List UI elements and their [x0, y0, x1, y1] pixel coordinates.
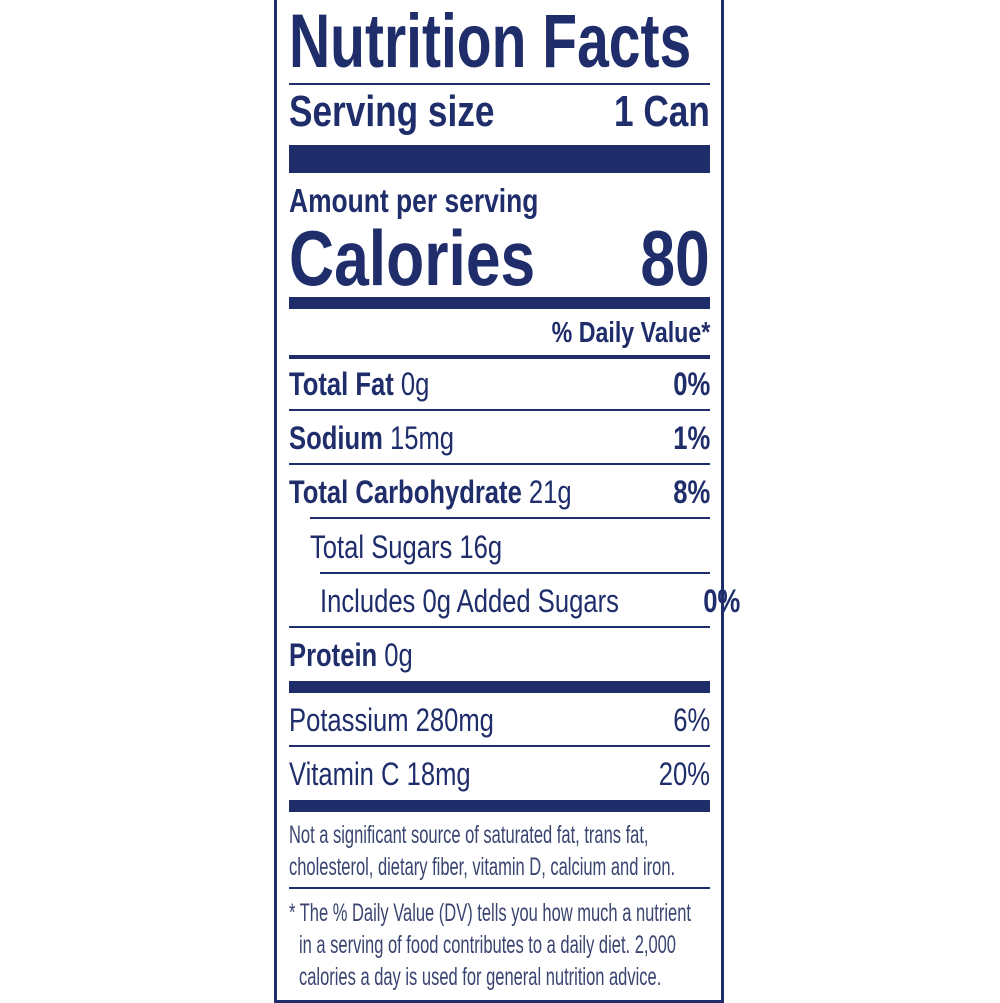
- amount-per-serving: Amount per serving: [289, 182, 539, 219]
- divider: [289, 409, 710, 411]
- calories-row: Calories 80: [289, 214, 710, 302]
- divider: [310, 517, 710, 519]
- divider: [289, 626, 710, 628]
- daily-value-header: % Daily Value*: [551, 317, 710, 349]
- nutrient-row-added-sugars: Includes 0g Added Sugars 0%: [320, 583, 740, 619]
- thick-divider: [289, 681, 710, 693]
- title: Nutrition Facts: [289, 0, 692, 84]
- nutrient-row-total-fat: Total Fat 0g 0%: [289, 366, 710, 402]
- divider: [289, 83, 710, 85]
- nutrient-row-protein: Protein 0g: [289, 637, 413, 673]
- footnote-daily-value: * The % Daily Value (DV) tells you how m…: [289, 899, 691, 991]
- divider: [320, 572, 710, 574]
- divider: [289, 463, 710, 465]
- thick-divider: [289, 145, 710, 173]
- thick-divider: [289, 800, 710, 812]
- nutrient-row-sodium: Sodium 15mg 1%: [289, 420, 710, 456]
- divider: [289, 745, 710, 747]
- footnote-not-significant: Not a significant source of saturated fa…: [289, 821, 676, 881]
- vitamin-row-vitamin-c: Vitamin C 18mg 20%: [289, 756, 710, 792]
- vitamin-row-potassium: Potassium 280mg 6%: [289, 702, 710, 738]
- divider: [289, 355, 710, 359]
- nutrient-row-total-carbohydrate: Total Carbohydrate 21g 8%: [289, 474, 710, 510]
- nutrient-row-total-sugars: Total Sugars 16g: [310, 529, 503, 565]
- thick-divider: [289, 297, 710, 309]
- divider: [289, 887, 710, 889]
- serving-size-row: Serving size 1 Can: [289, 87, 710, 136]
